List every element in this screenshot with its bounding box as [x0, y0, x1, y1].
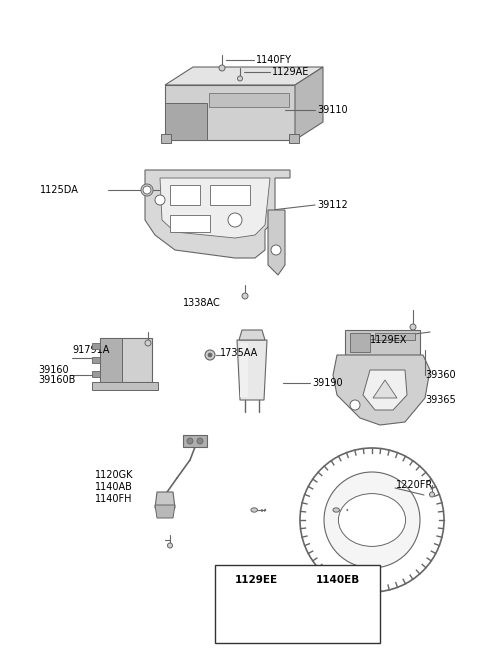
Circle shape [145, 340, 151, 346]
Bar [240, 343, 248, 397]
Polygon shape [375, 333, 415, 340]
Polygon shape [161, 134, 171, 143]
Circle shape [141, 184, 153, 196]
Text: 1220FR: 1220FR [396, 480, 433, 490]
Polygon shape [210, 185, 250, 205]
Circle shape [242, 293, 248, 299]
Ellipse shape [338, 494, 406, 546]
Text: 39110: 39110 [317, 105, 348, 115]
Text: 1125DA: 1125DA [40, 185, 79, 195]
Polygon shape [160, 178, 270, 238]
Circle shape [238, 76, 242, 81]
Circle shape [324, 472, 420, 568]
Text: 1140FY: 1140FY [256, 55, 292, 65]
Circle shape [187, 438, 193, 444]
Polygon shape [165, 103, 207, 140]
Text: 1140FH: 1140FH [95, 494, 132, 504]
Text: 1338AC: 1338AC [183, 298, 221, 308]
Polygon shape [265, 509, 266, 511]
Polygon shape [145, 170, 290, 258]
Polygon shape [347, 509, 348, 511]
Polygon shape [165, 67, 323, 85]
Bar [92, 371, 100, 377]
Polygon shape [155, 492, 175, 508]
Bar [92, 343, 100, 349]
Polygon shape [183, 435, 207, 447]
Circle shape [271, 245, 281, 255]
Polygon shape [170, 185, 200, 205]
Circle shape [143, 186, 151, 194]
Polygon shape [239, 330, 265, 340]
Text: 39160B: 39160B [38, 375, 75, 385]
Text: 1129AE: 1129AE [272, 67, 310, 77]
Text: 1129EE: 1129EE [234, 575, 277, 585]
Circle shape [205, 350, 215, 360]
Circle shape [430, 492, 434, 497]
Circle shape [208, 353, 212, 357]
Circle shape [197, 438, 203, 444]
Polygon shape [333, 355, 430, 425]
Text: 91791A: 91791A [72, 345, 109, 355]
Circle shape [350, 400, 360, 410]
Bar [215, 565, 380, 643]
Bar [209, 93, 289, 107]
Polygon shape [165, 85, 295, 140]
Text: 1120GK: 1120GK [95, 470, 133, 480]
Circle shape [168, 543, 172, 548]
Polygon shape [363, 370, 407, 410]
Polygon shape [373, 380, 397, 398]
Polygon shape [155, 505, 175, 518]
Circle shape [219, 65, 225, 71]
Text: 39160: 39160 [38, 365, 69, 375]
Text: 39365: 39365 [425, 395, 456, 405]
Text: 1140EB: 1140EB [316, 575, 360, 585]
Circle shape [410, 324, 416, 330]
Text: 1735AA: 1735AA [220, 348, 258, 358]
Text: 39190: 39190 [312, 378, 343, 388]
Polygon shape [345, 330, 420, 355]
Polygon shape [100, 338, 152, 382]
Ellipse shape [333, 508, 339, 512]
Polygon shape [237, 340, 267, 400]
Circle shape [228, 213, 242, 227]
Polygon shape [295, 67, 323, 140]
Polygon shape [92, 382, 158, 390]
Polygon shape [100, 338, 122, 382]
Polygon shape [268, 210, 285, 275]
Circle shape [155, 195, 165, 205]
Text: 39360: 39360 [425, 370, 456, 380]
Bar [92, 357, 100, 363]
Ellipse shape [251, 508, 257, 512]
Polygon shape [289, 134, 299, 143]
Text: 1129EX: 1129EX [370, 335, 408, 345]
Text: 1140AB: 1140AB [95, 482, 133, 492]
Polygon shape [170, 215, 210, 232]
Text: 39112: 39112 [317, 200, 348, 210]
Polygon shape [350, 333, 370, 352]
